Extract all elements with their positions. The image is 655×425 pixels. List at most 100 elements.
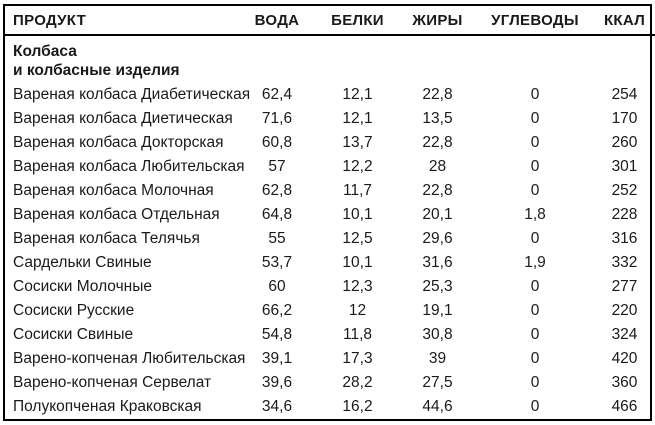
kcal-value: 360: [611, 374, 638, 391]
water-value: 66,2: [261, 302, 293, 319]
protein-value: 12,1: [342, 110, 373, 127]
carbs-value: 0: [530, 110, 540, 127]
carbs-value: 0: [530, 398, 540, 415]
kcal-value: 466: [611, 398, 638, 415]
kcal-value: 420: [611, 350, 638, 367]
table-row: Сосиски Свиные 54,8 11,8 30,8 0 324: [5, 323, 655, 347]
table-row: Вареная колбаса Диабетическая 62,4 12,1 …: [5, 83, 655, 107]
carbs-value: 0: [530, 182, 540, 199]
carbs-value: 0: [530, 350, 540, 367]
fat-value: 22,8: [422, 86, 453, 103]
column-header-fat: ЖИРЫ: [398, 6, 477, 36]
fat-value: 27,5: [422, 374, 453, 391]
kcal-value: 254: [611, 86, 638, 103]
table-row: Вареная колбаса Любительская 57 12,2 28 …: [5, 155, 655, 179]
water-value: 60,8: [261, 134, 293, 151]
nutrition-table: ПРОДУКТ ВОДА БЕЛКИ ЖИРЫ УГЛЕВОДЫ ККАЛ Ко…: [5, 6, 655, 419]
protein-value: 16,2: [342, 398, 373, 415]
product-name: Вареная колбаса Любительская: [13, 158, 245, 175]
section-title-line2: и колбасные изделия: [13, 62, 180, 79]
protein-value: 17,3: [342, 350, 373, 367]
water-value: 62,8: [261, 182, 293, 199]
kcal-value: 220: [611, 302, 638, 319]
fat-value: 25,3: [422, 278, 453, 295]
column-header-product: ПРОДУКТ: [5, 6, 237, 36]
carbs-value: 0: [530, 230, 540, 247]
column-header-protein: БЕЛКИ: [317, 6, 398, 36]
carbs-value: 1,8: [524, 206, 546, 223]
kcal-value: 228: [611, 206, 638, 223]
carbs-value: 0: [530, 302, 540, 319]
section-title-line1: Колбаса: [13, 43, 77, 60]
product-name: Сосиски Свиные: [13, 326, 134, 343]
kcal-value: 260: [611, 134, 638, 151]
table-row: Сосиски Русские 66,2 12 19,1 0 220: [5, 299, 655, 323]
table-row: Вареная колбаса Телячья 55 12,5 29,6 0 3…: [5, 227, 655, 251]
section-title: Колбаса и колбасные изделия: [5, 35, 655, 83]
water-value: 39,6: [261, 374, 293, 391]
kcal-value: 277: [611, 278, 638, 295]
product-name: Вареная колбаса Диабетическая: [13, 86, 251, 103]
carbs-value: 0: [530, 86, 540, 103]
product-name: Полукопченая Краковская: [13, 398, 202, 415]
table-body: Колбаса и колбасные изделия Вареная колб…: [5, 35, 655, 419]
protein-value: 10,1: [342, 254, 373, 271]
header-row: ПРОДУКТ ВОДА БЕЛКИ ЖИРЫ УГЛЕВОДЫ ККАЛ: [5, 6, 655, 36]
water-value: 60: [268, 278, 286, 295]
table-header: ПРОДУКТ ВОДА БЕЛКИ ЖИРЫ УГЛЕВОДЫ ККАЛ: [5, 6, 655, 36]
kcal-value: 324: [611, 326, 638, 343]
product-name: Вареная колбаса Диетическая: [13, 110, 233, 127]
table-row: Вареная колбаса Молочная 62,8 11,7 22,8 …: [5, 179, 655, 203]
water-value: 57: [268, 158, 286, 175]
fat-value: 30,8: [422, 326, 453, 343]
fat-value: 31,6: [422, 254, 453, 271]
fat-value: 20,1: [422, 206, 453, 223]
product-name: Вареная колбаса Молочная: [13, 182, 214, 199]
protein-value: 13,7: [342, 134, 373, 151]
product-name: Сосиски Молочные: [13, 278, 152, 295]
fat-value: 13,5: [422, 110, 453, 127]
protein-value: 12,3: [342, 278, 373, 295]
kcal-value: 332: [611, 254, 638, 271]
column-header-carbs: УГЛЕВОДЫ: [477, 6, 593, 36]
table-row: Сардельки Свиные 53,7 10,1 31,6 1,9 332: [5, 251, 655, 275]
table-row: Вареная колбаса Диетическая 71,6 12,1 13…: [5, 107, 655, 131]
protein-value: 12,1: [342, 86, 373, 103]
column-header-kcal: ККАЛ: [593, 6, 655, 36]
carbs-value: 0: [530, 374, 540, 391]
carbs-value: 0: [530, 134, 540, 151]
kcal-value: 316: [611, 230, 638, 247]
carbs-value: 1,9: [524, 254, 546, 271]
protein-value: 11,7: [342, 182, 373, 199]
protein-value: 11,8: [342, 326, 373, 343]
protein-value: 10,1: [342, 206, 373, 223]
table-row: Вареная колбаса Докторская 60,8 13,7 22,…: [5, 131, 655, 155]
fat-value: 44,6: [422, 398, 453, 415]
table-row: Полукопченая Краковская 34,6 16,2 44,6 0…: [5, 395, 655, 419]
product-name: Варено-копченая Любительская: [13, 350, 246, 367]
column-header-water: ВОДА: [237, 6, 317, 36]
protein-value: 12,5: [342, 230, 373, 247]
fat-value: 28: [428, 158, 447, 175]
product-name: Сосиски Русские: [13, 302, 135, 319]
product-name: Варено-копченая Сервелат: [13, 374, 212, 391]
protein-value: 12,2: [342, 158, 373, 175]
protein-value: 12: [348, 302, 367, 319]
water-value: 64,8: [261, 206, 293, 223]
water-value: 71,6: [261, 110, 293, 127]
fat-value: 29,6: [422, 230, 453, 247]
nutrition-table-frame: ПРОДУКТ ВОДА БЕЛКИ ЖИРЫ УГЛЕВОДЫ ККАЛ Ко…: [3, 4, 655, 421]
section-header-row: Колбаса и колбасные изделия: [5, 35, 655, 83]
product-name: Вареная колбаса Докторская: [13, 134, 224, 151]
kcal-value: 301: [611, 158, 638, 175]
kcal-value: 252: [611, 182, 638, 199]
product-name: Сардельки Свиные: [13, 254, 152, 271]
kcal-value: 170: [611, 110, 638, 127]
carbs-value: 0: [530, 278, 540, 295]
carbs-value: 0: [530, 158, 540, 175]
water-value: 54,8: [261, 326, 293, 343]
product-name: Вареная колбаса Отдельная: [13, 206, 220, 223]
water-value: 55: [268, 230, 286, 247]
table-row: Варено-копченая Любительская 39,1 17,3 3…: [5, 347, 655, 371]
table-row: Вареная колбаса Отдельная 64,8 10,1 20,1…: [5, 203, 655, 227]
